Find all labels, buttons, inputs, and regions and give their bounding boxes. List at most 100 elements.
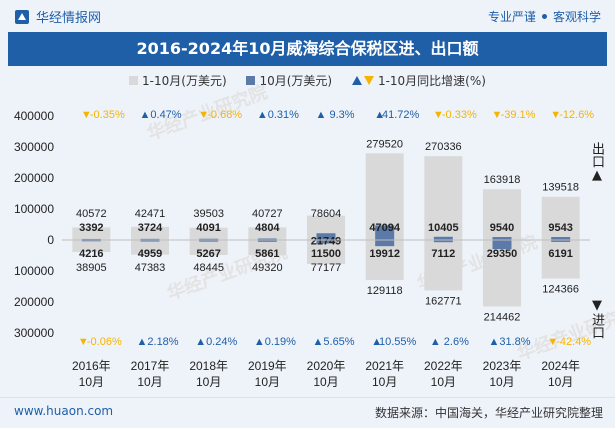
cum-import-label: 49320: [252, 262, 283, 274]
x-tick-label: 10月: [489, 375, 514, 389]
month-import-bar: [551, 240, 571, 242]
y-tick-label: 400000: [14, 109, 54, 123]
import-growth-label: 2.18%: [147, 336, 178, 348]
cum-import-label: 124366: [542, 284, 579, 296]
x-tick-label: 2021年: [365, 359, 404, 373]
legend-month-swatch: [246, 76, 256, 85]
export-growth-label: -39.1%: [501, 109, 536, 121]
month-export-bar: [81, 238, 101, 240]
month-import-bar: [199, 240, 219, 242]
title-bar: 2016-2024年10月威海综合保税区进、出口额: [8, 32, 607, 66]
growth-down-icon: ▼: [81, 109, 92, 121]
growth-up-icon: ▲: [195, 336, 206, 348]
import-growth-label: -42.4%: [556, 336, 591, 348]
month-import-label: 6191: [548, 248, 572, 260]
cum-export-bar: [483, 189, 521, 240]
month-export-label: 3724: [138, 222, 163, 234]
month-export-label: 9543: [548, 222, 572, 234]
legend-month: 10月(万美元): [246, 72, 332, 89]
cum-import-label: 47383: [135, 262, 166, 274]
growth-up-icon: ▲: [137, 336, 148, 348]
chart-title: 2016-2024年10月威海综合保税区进、出口额: [136, 39, 479, 58]
y-tick-label: 200000: [14, 171, 54, 185]
arrow-up-icon: ▲: [592, 168, 602, 183]
x-tick-label: 10月: [79, 375, 104, 389]
month-export-bar: [316, 233, 336, 240]
import-growth-label: 2.6%: [444, 336, 469, 348]
legend-growth-label: 1-10月同比增速(%): [377, 74, 486, 88]
month-export-label: 9540: [490, 222, 514, 234]
export-growth-label: -0.35%: [90, 109, 125, 121]
month-export-bar: [433, 236, 453, 240]
cum-export-label: 270336: [425, 141, 462, 153]
growth-up-icon: ▲: [254, 336, 265, 348]
month-export-bar: [199, 238, 219, 240]
x-tick-label: 10月: [548, 375, 573, 389]
x-tick-label: 10月: [313, 375, 338, 389]
month-import-bar: [433, 240, 453, 243]
cum-import-bar: [189, 240, 228, 256]
growth-down-icon: ▼: [198, 109, 209, 121]
triangle-down-icon: [363, 76, 374, 85]
cum-export-label: 163918: [484, 174, 521, 186]
export-growth-label: -0.33%: [442, 109, 477, 121]
cum-import-bar: [483, 240, 521, 307]
export-growth-label: 9.3%: [329, 109, 354, 121]
growth-down-icon: ▼: [78, 336, 89, 348]
growth-up-icon: ▲: [316, 109, 327, 121]
growth-down-icon: ▼: [433, 109, 444, 121]
x-tick-label: 10月: [196, 375, 221, 389]
tagline-right: 客观科学: [552, 10, 601, 24]
cum-import-label: 38905: [76, 262, 107, 274]
tagline-left: 专业严谨: [487, 10, 536, 24]
month-import-bar: [375, 240, 395, 247]
month-import-label: 4216: [79, 248, 103, 260]
x-tick-label: 10月: [431, 375, 456, 389]
x-tick-label: 10月: [255, 375, 280, 389]
legend-growth: 1-10月同比增速(%): [351, 72, 486, 89]
export-side-label: 出口 ▲: [589, 142, 605, 183]
month-import-label: 7112: [431, 248, 455, 260]
x-tick-label: 2020年: [307, 359, 346, 373]
brand[interactable]: 华经情报网: [14, 7, 101, 26]
tagline: 专业严谨 客观科学: [488, 8, 601, 25]
cum-export-label: 39503: [193, 208, 224, 220]
export-growth-label: 0.31%: [268, 109, 299, 121]
growth-up-icon: ▲: [489, 336, 500, 348]
footer-site-link[interactable]: www.huaon.com: [14, 404, 114, 418]
x-tick-label: 10月: [372, 375, 397, 389]
month-export-label: 21749: [311, 235, 342, 247]
import-side-label: ▼ 进口: [589, 298, 605, 339]
brand-name: 华经情报网: [36, 11, 102, 26]
legend-cum: 1-10月(万美元): [129, 72, 227, 89]
export-growth-label: -12.6%: [559, 109, 594, 121]
cum-import-bar: [307, 240, 345, 264]
month-import-bar: [257, 240, 277, 242]
y-tick-label: 300000: [14, 326, 54, 340]
month-export-label: 47094: [369, 222, 400, 234]
x-tick-label: 2018年: [189, 359, 228, 373]
cum-export-bar: [541, 196, 580, 240]
x-tick-label: 2016年: [72, 359, 111, 373]
cum-import-bar: [131, 240, 169, 255]
export-text: 出口: [589, 142, 604, 168]
y-tick-label: 0: [47, 233, 54, 247]
growth-down-icon: ▼: [547, 336, 558, 348]
cum-export-bar: [424, 156, 463, 240]
legend-month-label: 10月(万美元): [259, 74, 333, 88]
export-growth-label: -0.68%: [207, 109, 242, 121]
month-import-bar: [316, 240, 336, 244]
month-export-label: 3392: [79, 222, 103, 234]
growth-up-icon: ▲: [257, 109, 268, 121]
growth-up-icon: ▲: [371, 336, 382, 348]
x-tick-label: 2017年: [131, 359, 170, 373]
cum-import-label: 214462: [484, 311, 521, 323]
import-growth-label: 0.19%: [265, 336, 296, 348]
cum-import-bar: [424, 240, 463, 291]
month-export-bar: [551, 237, 571, 240]
cum-export-bar: [189, 227, 228, 240]
footer: www.huaon.com 数据来源：中国海关，华经产业研究院整理: [0, 397, 615, 428]
month-export-bar: [257, 238, 277, 240]
month-import-label: 29350: [487, 248, 518, 260]
